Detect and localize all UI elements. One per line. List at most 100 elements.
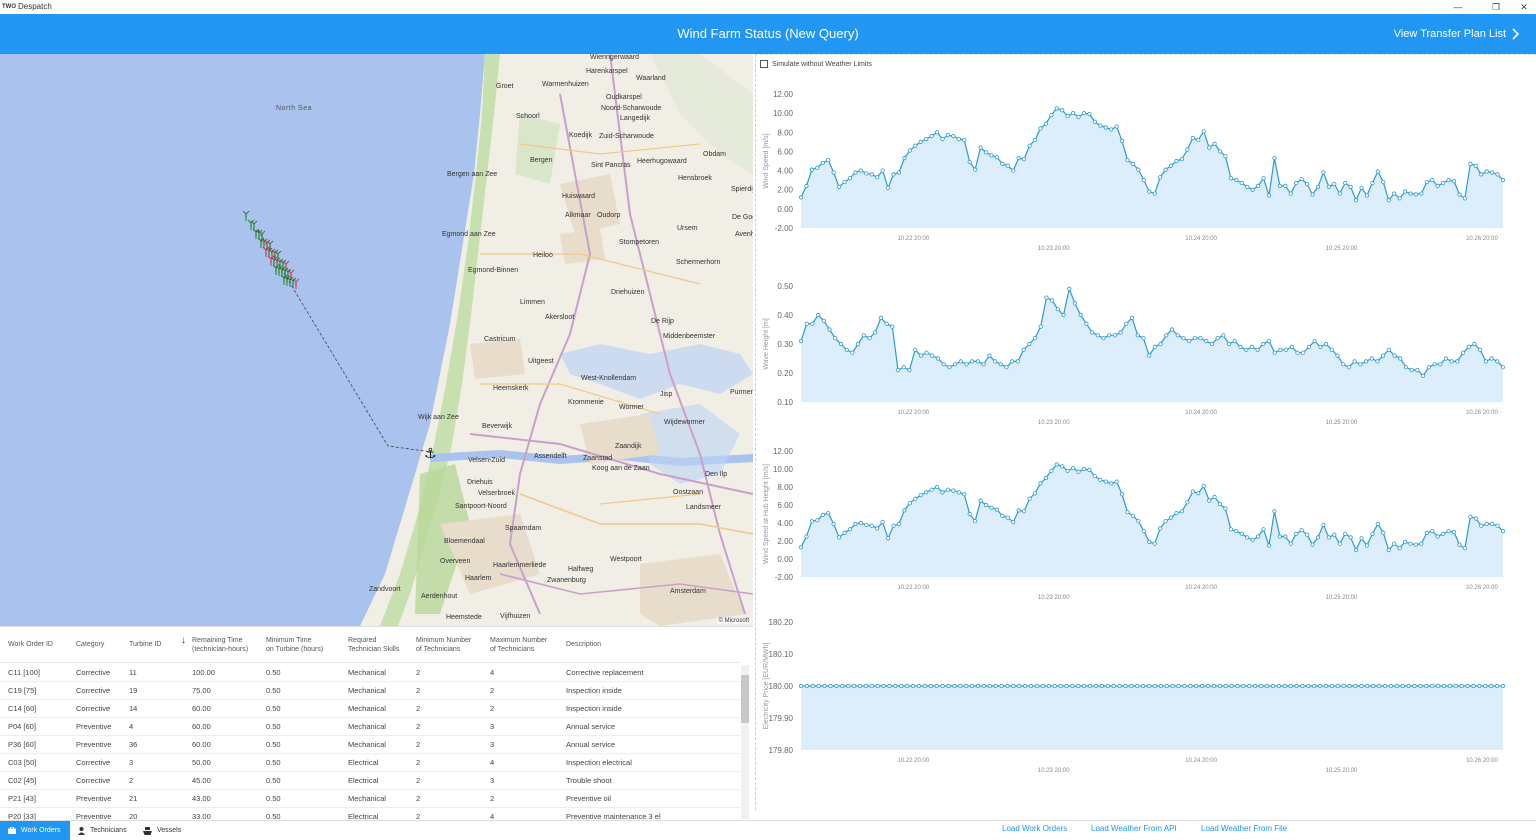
data-point[interactable] (1196, 491, 1201, 496)
data-point[interactable] (1377, 683, 1382, 689)
data-point[interactable] (1169, 327, 1175, 332)
data-point[interactable] (1098, 477, 1103, 482)
data-point[interactable] (816, 683, 821, 689)
data-point[interactable] (1432, 362, 1437, 367)
data-point[interactable] (1046, 683, 1051, 689)
data-point[interactable] (1170, 683, 1175, 689)
data-point[interactable] (981, 683, 986, 689)
column-header[interactable]: Work Order ID (8, 640, 53, 649)
data-point[interactable] (1205, 683, 1211, 689)
data-point[interactable] (929, 487, 934, 492)
data-point[interactable] (1453, 683, 1458, 689)
data-point[interactable] (1266, 543, 1272, 548)
data-point[interactable] (1388, 683, 1394, 689)
data-point[interactable] (1095, 333, 1100, 338)
data-point[interactable] (798, 195, 804, 200)
data-point[interactable] (973, 167, 978, 172)
table-row[interactable]: P21 [43] Preventive 21 43.00 0.50 Mechanical 2… (0, 790, 740, 808)
data-point[interactable] (1472, 341, 1477, 347)
data-point[interactable] (1217, 683, 1222, 689)
data-point[interactable] (1315, 535, 1321, 540)
data-point[interactable] (1109, 127, 1114, 132)
data-point[interactable] (924, 350, 929, 355)
data-point[interactable] (1300, 683, 1305, 689)
data-point[interactable] (1392, 353, 1397, 358)
data-point[interactable] (1256, 183, 1261, 188)
data-point[interactable] (1207, 498, 1212, 503)
data-point[interactable] (1244, 347, 1249, 352)
data-point[interactable] (1241, 683, 1246, 689)
data-point[interactable] (951, 488, 956, 493)
data-point[interactable] (1386, 347, 1391, 352)
data-point[interactable] (1272, 350, 1277, 355)
data-point[interactable] (810, 321, 815, 326)
data-point[interactable] (1038, 324, 1043, 329)
data-point[interactable] (827, 327, 832, 332)
data-point[interactable] (1226, 341, 1232, 347)
data-point[interactable] (1152, 683, 1158, 689)
wind-farm-map[interactable]: Groet Warmenhuizen Wieringerwaard Harenkars… (0, 54, 753, 626)
data-point[interactable] (1304, 181, 1310, 187)
data-point[interactable] (902, 156, 907, 161)
data-point[interactable] (873, 330, 878, 335)
data-point[interactable] (1276, 683, 1281, 689)
data-point[interactable] (1021, 347, 1026, 352)
data-point[interactable] (1415, 368, 1420, 373)
data-point[interactable] (1147, 189, 1152, 194)
column-header[interactable]: Description (566, 640, 601, 649)
data-point[interactable] (1023, 683, 1028, 689)
data-point[interactable] (1500, 178, 1506, 183)
data-point[interactable] (890, 324, 895, 329)
column-header[interactable]: Maximum Number of Technicians (490, 636, 547, 654)
data-point[interactable] (831, 521, 836, 527)
data-point[interactable] (1406, 683, 1411, 689)
data-point[interactable] (804, 183, 809, 188)
data-point[interactable] (861, 333, 866, 338)
data-point[interactable] (1054, 462, 1059, 467)
data-point[interactable] (1114, 479, 1119, 484)
data-point[interactable] (1392, 191, 1397, 196)
turbine-icon[interactable] (247, 219, 255, 230)
data-point[interactable] (1413, 542, 1419, 547)
data-point[interactable] (993, 683, 998, 689)
weather-chart[interactable]: 12.00 10.00 8.00 6.00 4.00 2.00 0.00 -2.00 Wind … (755, 435, 1536, 605)
data-point[interactable] (956, 490, 961, 495)
data-point[interactable] (1130, 513, 1136, 518)
data-point[interactable] (855, 341, 861, 347)
table-row[interactable]: P04 [60] Preventive 4 60.00 0.50 Mechanical 2 3… (0, 718, 740, 736)
data-point[interactable] (1087, 467, 1092, 473)
data-point[interactable] (1027, 496, 1032, 501)
data-point[interactable] (1435, 534, 1440, 539)
data-point[interactable] (1044, 295, 1049, 300)
data-point[interactable] (1495, 359, 1500, 364)
data-point[interactable] (1337, 191, 1342, 196)
data-point[interactable] (1381, 179, 1386, 185)
data-point[interactable] (969, 683, 975, 689)
data-point[interactable] (1038, 481, 1043, 486)
data-point[interactable] (869, 172, 874, 177)
data-point[interactable] (1323, 683, 1329, 689)
data-point[interactable] (1386, 198, 1391, 203)
data-point[interactable] (1147, 353, 1152, 358)
data-point[interactable] (1238, 344, 1243, 350)
data-point[interactable] (1064, 683, 1069, 689)
turbine-icon[interactable] (263, 239, 271, 250)
data-point[interactable] (1490, 170, 1495, 175)
data-point[interactable] (822, 683, 827, 689)
data-point[interactable] (884, 321, 889, 326)
data-point[interactable] (896, 170, 902, 175)
data-point[interactable] (1426, 365, 1431, 370)
data-point[interactable] (1200, 683, 1205, 689)
data-point[interactable] (844, 347, 849, 352)
turbine-icon[interactable] (280, 274, 288, 285)
data-point[interactable] (1484, 169, 1489, 174)
data-point[interactable] (1028, 683, 1034, 689)
data-point[interactable] (1353, 198, 1359, 203)
data-point[interactable] (1288, 191, 1293, 196)
data-point[interactable] (850, 350, 855, 355)
data-point[interactable] (1459, 683, 1464, 689)
data-point[interactable] (1232, 339, 1237, 344)
data-point[interactable] (1294, 180, 1299, 186)
data-point[interactable] (918, 353, 923, 358)
data-point[interactable] (1186, 339, 1192, 344)
